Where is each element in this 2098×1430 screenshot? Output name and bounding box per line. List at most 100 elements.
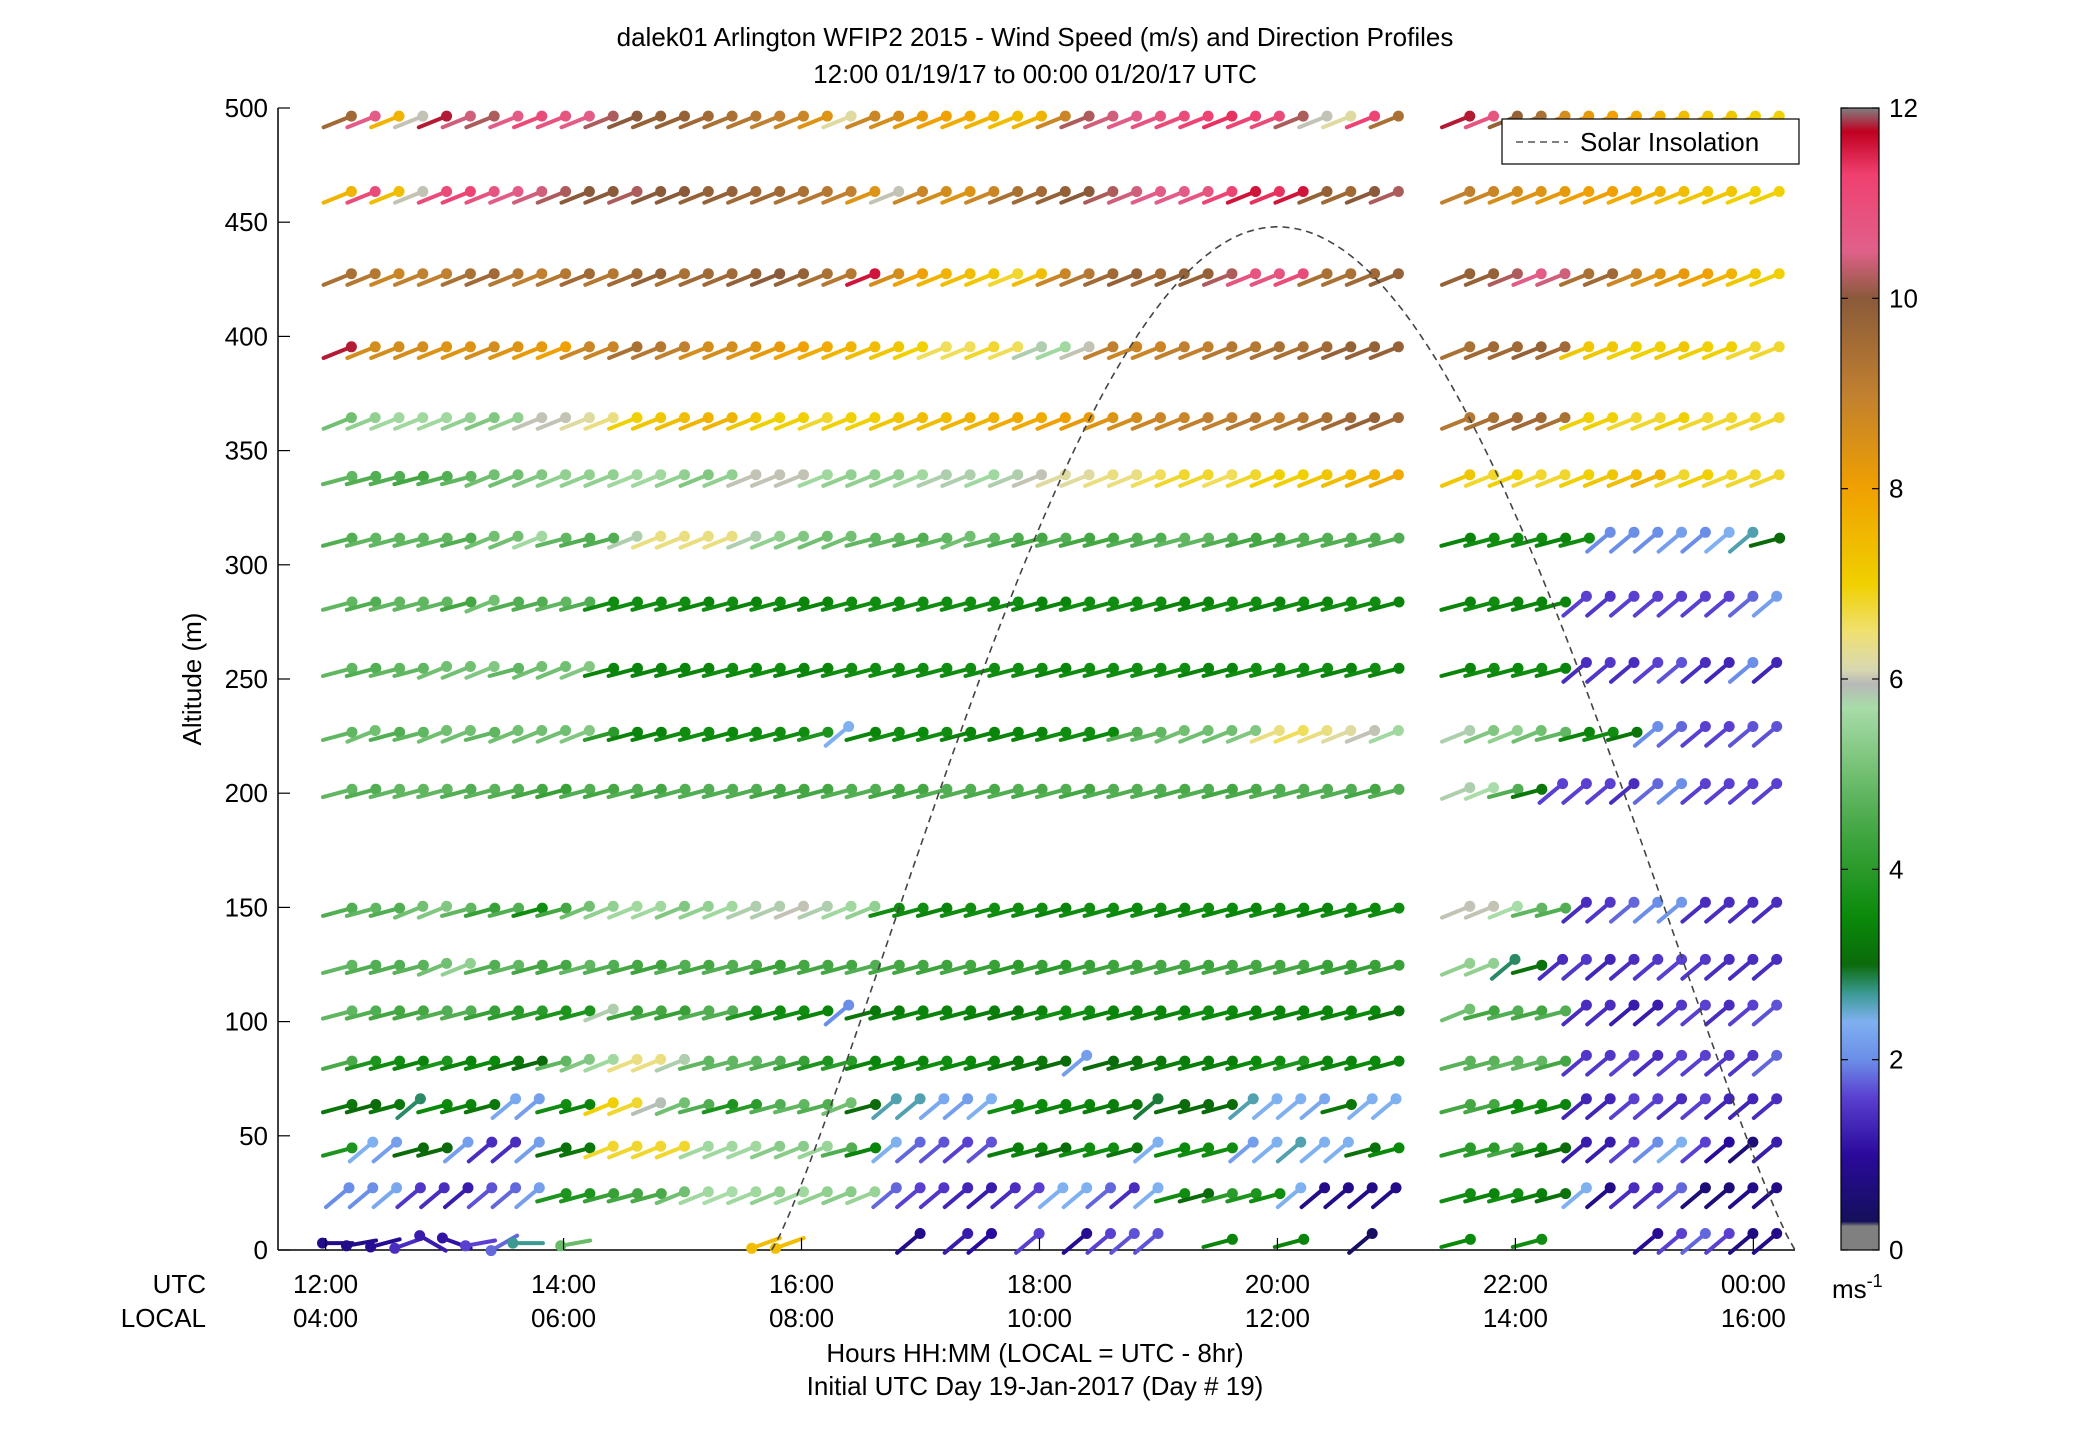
- wind-barb-head: [821, 900, 833, 912]
- wind-barb-head: [821, 530, 833, 542]
- wind-barb-head: [1202, 268, 1214, 280]
- wind-barb-head: [1604, 999, 1616, 1011]
- wind-barb-head: [1583, 726, 1595, 738]
- wind-barb-head: [489, 726, 501, 738]
- wind-barb-head: [631, 1140, 643, 1152]
- wind-barb-head: [1131, 341, 1143, 353]
- wind-barb-head: [370, 1005, 382, 1017]
- wind-barb-head: [1392, 412, 1404, 424]
- wind-barb-head: [1464, 725, 1476, 736]
- wind-barb-head: [655, 959, 667, 971]
- wind-barb-head: [988, 110, 1000, 122]
- wind-barb-head: [1059, 110, 1071, 122]
- wind-barb-head: [1488, 110, 1500, 122]
- wind-barb-head: [1583, 469, 1595, 481]
- wind-barb-head: [441, 596, 453, 608]
- wind-barb-head: [774, 1099, 786, 1110]
- wind-barb-head: [1512, 532, 1524, 544]
- local-row-label: LOCAL: [121, 1303, 206, 1333]
- wind-barb-head: [1108, 1099, 1119, 1110]
- wind-barb-head: [1295, 1093, 1307, 1105]
- wind-barb-head: [1369, 1055, 1381, 1067]
- wind-barb-head: [417, 783, 429, 795]
- wind-barb-head: [941, 1005, 953, 1017]
- wind-barb-head: [1747, 999, 1759, 1011]
- wind-barb-head: [1702, 469, 1714, 481]
- wind-barb-head: [536, 1055, 548, 1067]
- utc-row-label: UTC: [153, 1269, 206, 1299]
- wind-barb-head: [1630, 412, 1642, 424]
- wind-barb-head: [845, 530, 857, 542]
- wind-barb-head: [1083, 469, 1095, 481]
- wind-barb-head: [1488, 957, 1500, 969]
- wind-barb-head: [462, 1182, 474, 1194]
- wind-barb-head: [845, 412, 857, 424]
- wind-barb-head: [1274, 783, 1286, 795]
- y-axis-label: Altitude (m): [177, 613, 207, 746]
- wind-barb-head: [798, 1186, 809, 1198]
- wind-barb-head: [1345, 110, 1357, 122]
- wind-barb-head: [1464, 1099, 1476, 1110]
- wind-barb-head: [513, 959, 525, 971]
- wind-barb-head: [1652, 526, 1664, 538]
- wind-barb-head: [1747, 896, 1759, 908]
- wind-barb-head: [1247, 1136, 1259, 1148]
- wind-barb-head: [1321, 469, 1333, 481]
- wind-barb-head: [1652, 778, 1664, 790]
- wind-barb-head: [1203, 596, 1215, 608]
- wind-barb-head: [1226, 783, 1238, 795]
- wind-barb-head: [1676, 1093, 1688, 1105]
- wind-barb-head: [1393, 662, 1405, 674]
- wind-barb-head: [1604, 1093, 1616, 1105]
- wind-barb-head: [1630, 268, 1642, 280]
- wind-barb-head: [821, 1186, 833, 1198]
- wind-barb-head: [1084, 959, 1096, 971]
- wind-barb-head: [1273, 412, 1285, 424]
- wind-barb-head: [1749, 412, 1761, 424]
- wind-barb-head: [1464, 110, 1476, 122]
- wind-barb-head: [914, 1182, 926, 1194]
- wind-barb-head: [798, 186, 809, 197]
- wind-barb-head: [1250, 783, 1262, 795]
- wind-barb-head: [1747, 1182, 1759, 1194]
- wind-barb-head: [1699, 999, 1711, 1011]
- legend: Solar Insolation: [1501, 118, 1800, 165]
- wind-barb-head: [1131, 532, 1143, 544]
- wind-barb-head: [1202, 412, 1214, 424]
- wind-barb-head: [1676, 526, 1688, 538]
- wind-barb-head: [465, 902, 477, 914]
- wind-barb-head: [1345, 959, 1357, 971]
- wind-barb-head: [1036, 1005, 1048, 1017]
- wind-barb-head: [1060, 1099, 1072, 1110]
- wind-barb-head: [1676, 590, 1688, 602]
- wind-barb-head: [1392, 110, 1404, 122]
- wind-barb-head: [845, 900, 857, 912]
- wind-barb-head: [1464, 469, 1476, 481]
- wind-barb-head: [1369, 959, 1381, 971]
- wind-barb-head: [1108, 662, 1119, 674]
- wind-barb-head: [870, 1055, 881, 1067]
- wind-barb-head: [367, 1182, 379, 1194]
- wind-barb-head: [1678, 412, 1690, 424]
- wind-barb-head: [1607, 469, 1619, 481]
- wind-barb-head: [1676, 1182, 1688, 1194]
- wind-barb-head: [1726, 186, 1738, 197]
- wind-barb-head: [1012, 341, 1024, 353]
- wind-barb-head: [1699, 1136, 1711, 1148]
- wind-barb-head: [1726, 469, 1738, 481]
- wind-barb-head: [583, 412, 595, 424]
- wind-barb-head: [536, 959, 548, 971]
- wind-barb-head: [1345, 725, 1357, 736]
- wind-barb-head: [1536, 1005, 1548, 1017]
- wind-barb-head: [1654, 268, 1666, 280]
- wind-barb-head: [1536, 596, 1548, 608]
- wind-barb-head: [846, 959, 858, 971]
- wind-barb-head: [1747, 1049, 1759, 1061]
- wind-barb-head: [821, 469, 833, 481]
- wind-barb-head: [774, 726, 786, 738]
- wind-barb-head: [583, 1053, 595, 1065]
- wind-barb-head: [843, 999, 855, 1011]
- wind-barb-head: [1179, 959, 1191, 971]
- wind-barb-head: [346, 902, 358, 914]
- wind-barb-head: [914, 1228, 926, 1239]
